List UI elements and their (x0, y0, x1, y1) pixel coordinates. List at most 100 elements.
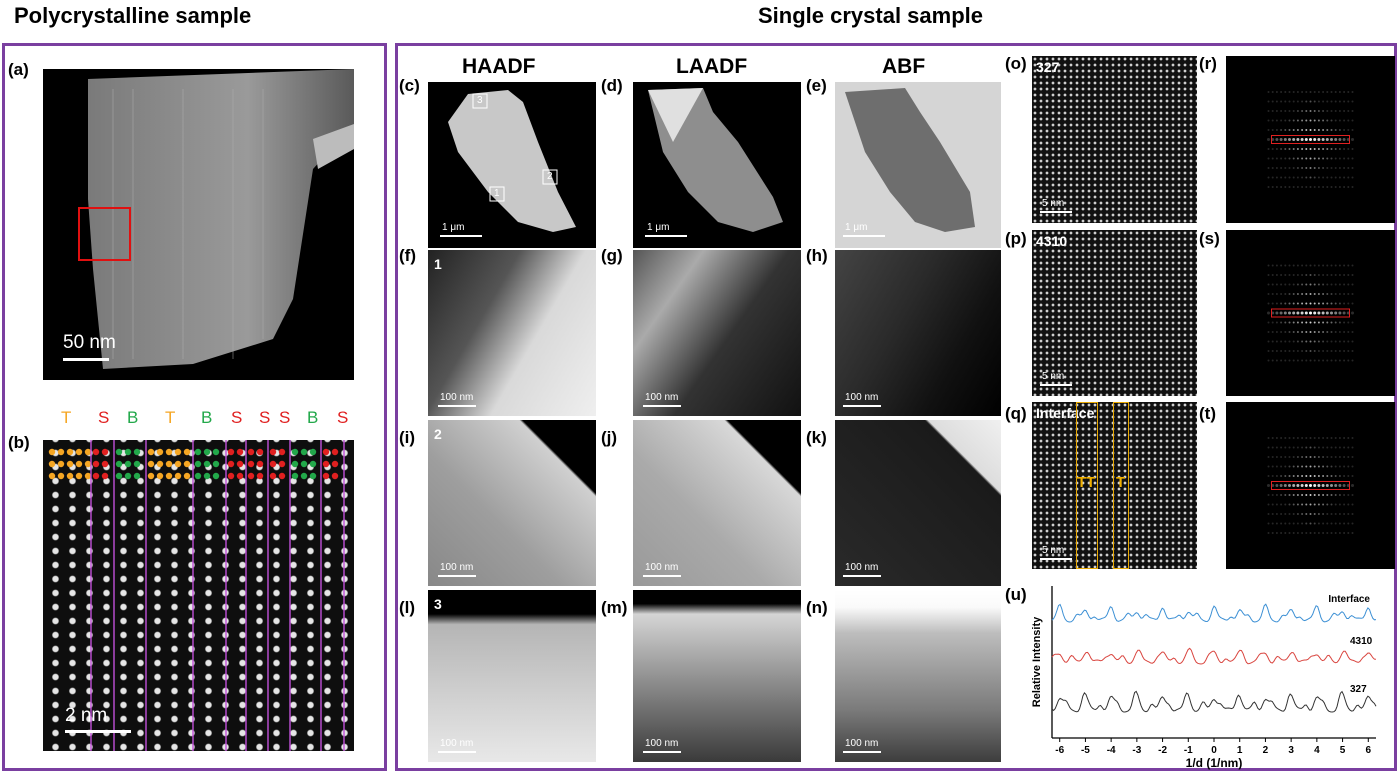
fft-spot (1275, 302, 1278, 305)
fft-spot (1317, 494, 1320, 496)
stacking-dot (212, 460, 220, 468)
fft-spot (1301, 148, 1304, 150)
fft-spot (1313, 157, 1316, 160)
fft-spot (1325, 484, 1329, 487)
stacking-dot (309, 472, 317, 480)
fft-spot (1326, 274, 1329, 276)
fft-spot (1334, 350, 1337, 352)
scalebar-h-text: 100 nm (845, 392, 879, 403)
fft-spot (1338, 138, 1342, 141)
profile-line-4310 (1051, 647, 1377, 665)
fft-spot (1283, 138, 1287, 141)
fft-spot (1343, 100, 1346, 103)
fft-spot (1283, 484, 1287, 487)
fft-spot (1271, 302, 1274, 305)
fft-spot (1334, 148, 1337, 150)
fft-spot (1343, 465, 1346, 468)
region-1-label: 1 (494, 188, 500, 199)
fft-spot (1326, 340, 1329, 343)
fft-spot (1267, 522, 1270, 525)
stacking-dot (156, 448, 164, 456)
fft-spot (1267, 456, 1270, 458)
roi-box (78, 207, 131, 261)
region-2-label: 2 (547, 171, 553, 182)
fft-spot (1275, 437, 1278, 439)
stacking-dot (269, 460, 277, 468)
fft-spot (1338, 293, 1341, 295)
fft-spot (1334, 274, 1337, 276)
stacking-dot (278, 460, 286, 468)
stacking-dot (133, 448, 141, 456)
fft-spot (1317, 522, 1320, 525)
series-label: Interface (1328, 594, 1370, 605)
fft-spot (1326, 437, 1329, 439)
stacking-dot (147, 448, 155, 456)
fft-spot (1313, 484, 1317, 487)
fft-spot (1351, 274, 1354, 276)
stacking-dot (66, 472, 74, 480)
fft-spot (1338, 321, 1341, 324)
fft-spot (1292, 465, 1295, 468)
fft-spot (1267, 91, 1270, 93)
twin-box-2 (1113, 402, 1129, 569)
fft-spot (1313, 119, 1316, 122)
fft-spot (1267, 446, 1270, 449)
fft-spot (1279, 484, 1283, 487)
fft-spot (1292, 331, 1295, 333)
fft-spot (1317, 331, 1320, 333)
fft-spot (1284, 321, 1287, 324)
x-tick-label: 6 (1366, 745, 1372, 756)
fft-spot (1280, 100, 1283, 103)
fft-spot (1351, 167, 1354, 169)
fft-spot (1334, 465, 1337, 468)
fft-spot (1271, 148, 1274, 150)
fft-spot (1305, 437, 1308, 439)
fft-roi-box (1271, 135, 1350, 144)
fft-spot (1330, 119, 1333, 122)
stacking-dot (256, 448, 264, 456)
fft-spot (1279, 311, 1283, 315)
fft-spot (1288, 274, 1291, 276)
panel-a-image: 50 nm (43, 69, 354, 380)
fft-spot (1347, 129, 1350, 131)
fft-spot (1313, 331, 1316, 333)
fft-spot (1271, 176, 1274, 179)
stacking-letter: S (98, 408, 110, 427)
fft-spot (1284, 91, 1287, 93)
fft-spot (1280, 340, 1283, 343)
fft-spot (1305, 148, 1308, 150)
fft-spot (1309, 110, 1312, 112)
fft-spot (1326, 331, 1329, 333)
stacking-letter: T (61, 408, 72, 427)
fft-spot (1309, 475, 1312, 477)
fft-spot (1334, 359, 1337, 362)
scalebar-c (440, 235, 482, 237)
fft-spot (1267, 138, 1270, 141)
stacking-dot (75, 472, 83, 480)
fft-spot (1301, 100, 1304, 103)
fft-spot (1326, 91, 1329, 93)
fft-spot (1280, 532, 1283, 534)
fft-spot (1313, 456, 1316, 458)
panel-label-h: (h) (806, 246, 828, 265)
fft-spot (1288, 465, 1291, 468)
fft-spot (1313, 100, 1316, 103)
fft-spot (1313, 274, 1316, 276)
fft-spot (1275, 293, 1278, 295)
stacking-dot (48, 472, 56, 480)
fft-spot (1292, 186, 1295, 188)
fft-spot (1334, 475, 1337, 477)
fft-spot (1288, 293, 1291, 295)
fft-spot (1347, 456, 1350, 458)
fft-spot (1292, 274, 1295, 276)
fft-spot (1347, 274, 1350, 276)
x-tick-label: -2 (1158, 745, 1167, 756)
fft-spot (1305, 302, 1308, 305)
fft-spot (1284, 532, 1287, 534)
fft-spot (1275, 331, 1278, 333)
fft-spot (1330, 283, 1333, 286)
fft-spot (1326, 176, 1329, 179)
fft-spot (1351, 522, 1354, 525)
fft-spot (1326, 148, 1329, 150)
fft-spot (1305, 522, 1308, 525)
